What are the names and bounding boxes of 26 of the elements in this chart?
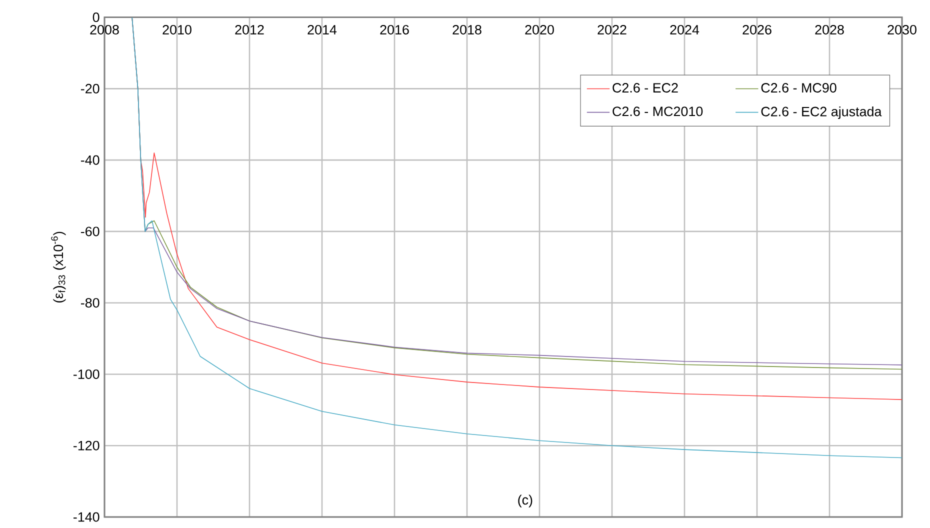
x-tick-label: 2018 — [452, 24, 482, 34]
x-tick-label: 2022 — [598, 24, 626, 34]
y-tick-label: -140 — [73, 512, 100, 522]
x-tick-label: 2010 — [162, 24, 192, 34]
x-tick-label: 2026 — [742, 24, 772, 34]
y-tick-label: -40 — [80, 155, 100, 165]
y-tick-label: -60 — [80, 226, 100, 236]
y-tick-label: -20 — [80, 84, 100, 94]
legend-label: C2.6 - MC90 — [761, 83, 836, 93]
y-tick-label: -100 — [73, 369, 100, 379]
x-tick-label: 2016 — [380, 24, 409, 34]
annotation: (c) — [518, 494, 532, 508]
y-tick-label: -120 — [73, 440, 100, 450]
x-tick-label: 2012 — [235, 24, 264, 34]
x-tick-label: 2030 — [888, 24, 916, 34]
y-tick-label: -80 — [80, 298, 100, 308]
legend-label: C2.6 - EC2 — [612, 83, 678, 93]
x-tick-label: 2024 — [670, 24, 700, 34]
legend-label: C2.6 - MC2010 — [612, 106, 703, 116]
legend-label: C2.6 - EC2 ajustada — [761, 106, 882, 119]
x-tick-label: 2014 — [308, 24, 337, 34]
y-tick-label: 0 — [92, 12, 100, 22]
x-tick-label: 2028 — [815, 24, 844, 34]
y-axis-title: (ε$_{f}$)$_{33}$ (x10$^{-6}$) — [51, 232, 66, 302]
x-tick-label: 2008 — [90, 24, 119, 34]
x-tick-label: 2020 — [525, 24, 554, 34]
